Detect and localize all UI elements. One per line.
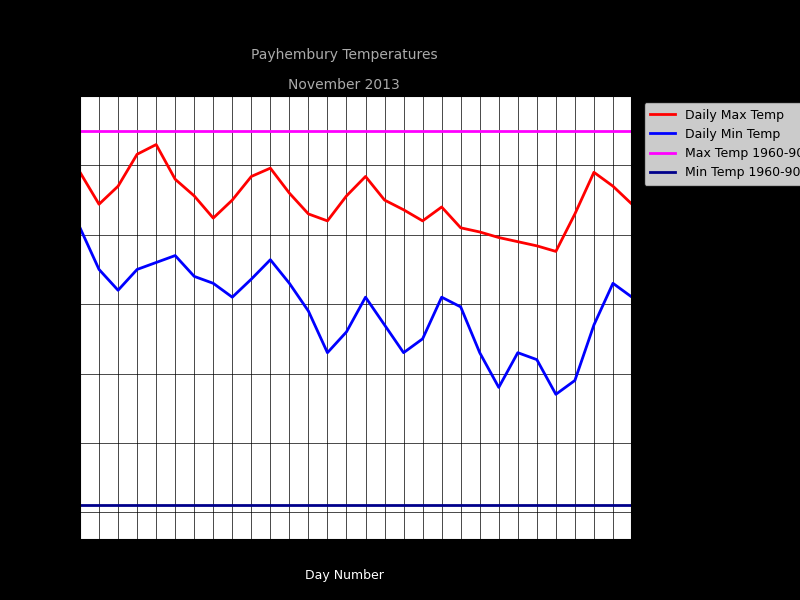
Daily Max Temp [627, 200, 637, 208]
Daily Min Temp [342, 328, 351, 335]
Daily Max Temp [475, 229, 485, 236]
Daily Max Temp [398, 206, 408, 214]
Daily Min Temp [437, 293, 446, 301]
Daily Max Temp [361, 173, 370, 180]
Daily Min Temp [246, 275, 256, 283]
Daily Min Temp [266, 256, 275, 263]
Min Temp 1960-90 [56, 502, 66, 509]
Daily Max Temp [151, 141, 161, 148]
Daily Max Temp [246, 173, 256, 180]
Daily Min Temp [132, 266, 142, 273]
Daily Max Temp [570, 211, 580, 218]
Daily Min Temp [398, 349, 408, 356]
Daily Min Temp [190, 273, 199, 280]
Daily Min Temp [570, 377, 580, 384]
Daily Max Temp [266, 164, 275, 172]
Daily Max Temp [75, 169, 85, 176]
Text: November 2013: November 2013 [288, 78, 400, 92]
Line: Daily Min Temp: Daily Min Temp [80, 228, 632, 394]
Daily Min Temp [304, 307, 314, 314]
Daily Min Temp [114, 287, 123, 294]
Daily Max Temp [114, 182, 123, 190]
Daily Min Temp [532, 356, 542, 363]
Daily Max Temp [304, 211, 314, 218]
Daily Min Temp [475, 349, 485, 356]
Daily Min Temp [322, 349, 332, 356]
Daily Max Temp [551, 248, 561, 255]
Daily Max Temp [456, 224, 466, 232]
Daily Min Temp [627, 293, 637, 301]
Daily Min Temp [94, 266, 104, 273]
Daily Min Temp [75, 224, 85, 232]
Daily Min Temp [361, 293, 370, 301]
Daily Min Temp [418, 335, 427, 343]
Daily Max Temp [209, 215, 218, 222]
Daily Max Temp [132, 151, 142, 158]
Max Temp 1960-90 [56, 127, 66, 134]
Daily Min Temp [151, 259, 161, 266]
Daily Max Temp [532, 242, 542, 250]
Daily Min Temp [209, 280, 218, 287]
Daily Min Temp [380, 322, 390, 329]
Daily Min Temp [227, 293, 237, 301]
Text: Payhembury Temperatures: Payhembury Temperatures [250, 48, 438, 62]
Daily Min Temp [513, 349, 522, 356]
Daily Min Temp [589, 322, 598, 329]
Daily Min Temp [285, 280, 294, 287]
Daily Max Temp [437, 203, 446, 211]
Min Temp 1960-90 [75, 502, 85, 509]
Daily Max Temp [418, 217, 427, 224]
Line: Daily Max Temp: Daily Max Temp [80, 145, 632, 251]
Daily Max Temp [342, 192, 351, 199]
Daily Max Temp [322, 217, 332, 224]
Daily Min Temp [551, 391, 561, 398]
Max Temp 1960-90 [75, 127, 85, 134]
Daily Min Temp [608, 280, 618, 287]
Daily Max Temp [285, 190, 294, 197]
Daily Max Temp [94, 200, 104, 208]
Daily Max Temp [494, 234, 503, 241]
Daily Max Temp [190, 192, 199, 199]
Text: Day Number: Day Number [305, 569, 383, 582]
Legend: Daily Max Temp, Daily Min Temp, Max Temp 1960-90, Min Temp 1960-90: Daily Max Temp, Daily Min Temp, Max Temp… [644, 102, 800, 185]
Daily Max Temp [380, 196, 390, 203]
Daily Min Temp [170, 252, 180, 259]
Daily Max Temp [589, 169, 598, 176]
Daily Max Temp [227, 196, 237, 203]
Daily Min Temp [456, 303, 466, 311]
Daily Max Temp [170, 176, 180, 183]
Daily Max Temp [513, 238, 522, 245]
Daily Max Temp [608, 182, 618, 190]
Daily Min Temp [494, 384, 503, 391]
